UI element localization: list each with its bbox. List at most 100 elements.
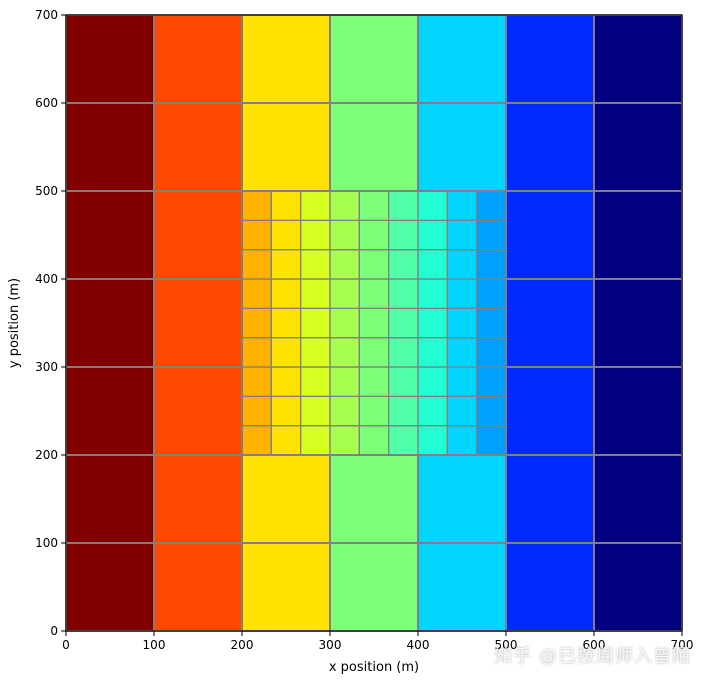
refined-cell-1-2 [270, 366, 302, 397]
refined-cell-2-3 [300, 337, 331, 368]
refined-cell-3-2 [329, 366, 360, 397]
plot-frame [65, 14, 683, 632]
refined-cell-0-2 [241, 366, 272, 397]
refined-cell-1-8 [270, 190, 302, 221]
refined-cell-3-7 [329, 219, 360, 251]
refined-cell-7-2 [446, 366, 478, 397]
refined-cell-2-6 [300, 249, 331, 280]
refined-cell-1-4 [270, 307, 302, 339]
refined-cell-1-3 [270, 337, 302, 368]
refined-cell-7-6 [446, 249, 478, 280]
refined-cell-2-1 [300, 395, 331, 427]
refined-cell-6-8 [417, 190, 448, 221]
refined-cell-0-8 [241, 190, 272, 221]
refined-cell-0-6 [241, 249, 272, 280]
x-tick-label: 100 [143, 638, 166, 652]
refined-cell-5-3 [388, 337, 419, 368]
refined-cell-3-5 [329, 278, 360, 309]
coarse-column-0 [66, 15, 154, 631]
refined-cell-4-0 [358, 425, 390, 456]
refined-cell-7-0 [446, 425, 478, 456]
refined-cell-6-7 [417, 219, 448, 251]
refined-cell-2-7 [300, 219, 331, 251]
refined-cell-0-3 [241, 337, 272, 368]
coarse-column-1 [154, 15, 242, 631]
refined-cell-4-7 [358, 219, 390, 251]
refined-cell-2-8 [300, 190, 331, 221]
y-axis-label: y position (m) [7, 278, 22, 368]
refined-cell-2-2 [300, 366, 331, 397]
refined-cell-4-4 [358, 307, 390, 339]
refined-cell-1-5 [270, 278, 302, 309]
x-tick-label: 400 [407, 638, 430, 652]
refined-cell-8-6 [476, 249, 507, 280]
refined-cell-5-6 [388, 249, 419, 280]
x-tick-label: 200 [231, 638, 254, 652]
refined-cell-1-0 [270, 425, 302, 456]
refined-cell-7-8 [446, 190, 478, 221]
refined-cell-4-6 [358, 249, 390, 280]
x-tick-label: 0 [62, 638, 70, 652]
refined-cell-5-5 [388, 278, 419, 309]
refined-cell-8-5 [476, 278, 507, 309]
refined-cell-6-1 [417, 395, 448, 427]
heatmap-cells [66, 15, 682, 631]
x-tick-label: 600 [583, 638, 606, 652]
refined-cell-1-1 [270, 395, 302, 427]
refined-cell-7-7 [446, 219, 478, 251]
refined-cell-6-2 [417, 366, 448, 397]
y-tick-label: 600 [35, 96, 58, 110]
refined-cell-0-5 [241, 278, 272, 309]
refined-cell-2-5 [300, 278, 331, 309]
y-tick-label: 300 [35, 360, 58, 374]
refined-cell-0-4 [241, 307, 272, 339]
refined-cell-8-3 [476, 337, 507, 368]
refined-cell-3-6 [329, 249, 360, 280]
refined-cell-3-8 [329, 190, 360, 221]
refined-cell-3-1 [329, 395, 360, 427]
refined-cell-5-4 [388, 307, 419, 339]
refined-cell-5-8 [388, 190, 419, 221]
refined-cell-6-6 [417, 249, 448, 280]
refined-cell-0-0 [241, 425, 272, 456]
refined-cell-4-3 [358, 337, 390, 368]
y-axis-ticks: 0 100 200 300 400 500 600 700 [35, 8, 66, 638]
y-tick-label: 100 [35, 536, 58, 550]
refined-cell-8-2 [476, 366, 507, 397]
refined-cell-6-4 [417, 307, 448, 339]
y-tick-label: 400 [35, 272, 58, 286]
refined-cell-6-3 [417, 337, 448, 368]
refined-region-outline [241, 190, 507, 456]
refined-cell-7-1 [446, 395, 478, 427]
refined-cell-3-0 [329, 425, 360, 456]
refined-cell-5-0 [388, 425, 419, 456]
y-tick-label: 500 [35, 184, 58, 198]
refined-cell-8-1 [476, 395, 507, 427]
y-tick-label: 200 [35, 448, 58, 462]
y-tick-label: 0 [50, 624, 58, 638]
refined-cell-5-1 [388, 395, 419, 427]
refined-cell-5-2 [388, 366, 419, 397]
refined-cell-4-1 [358, 395, 390, 427]
refined-cell-7-4 [446, 307, 478, 339]
refined-cell-7-5 [446, 278, 478, 309]
refined-cell-4-5 [358, 278, 390, 309]
refined-cell-8-0 [476, 425, 507, 456]
refined-cell-3-3 [329, 337, 360, 368]
x-tick-label: 500 [495, 638, 518, 652]
refined-cell-5-7 [388, 219, 419, 251]
refined-cell-4-8 [358, 190, 390, 221]
refined-cell-7-3 [446, 337, 478, 368]
refined-cell-0-7 [241, 219, 272, 251]
coarse-column-5 [506, 15, 594, 631]
x-axis-ticks: 0 100 200 300 400 500 600 700 [62, 631, 693, 652]
x-tick-label: 700 [671, 638, 694, 652]
refined-cell-1-6 [270, 249, 302, 280]
y-tick-label: 700 [35, 8, 58, 22]
x-axis-label: x position (m) [329, 660, 419, 675]
refined-cell-3-4 [329, 307, 360, 339]
refined-cell-4-2 [358, 366, 390, 397]
watermark: 知乎 @已按周师入普陌 [494, 646, 691, 667]
refined-cell-0-1 [241, 395, 272, 427]
